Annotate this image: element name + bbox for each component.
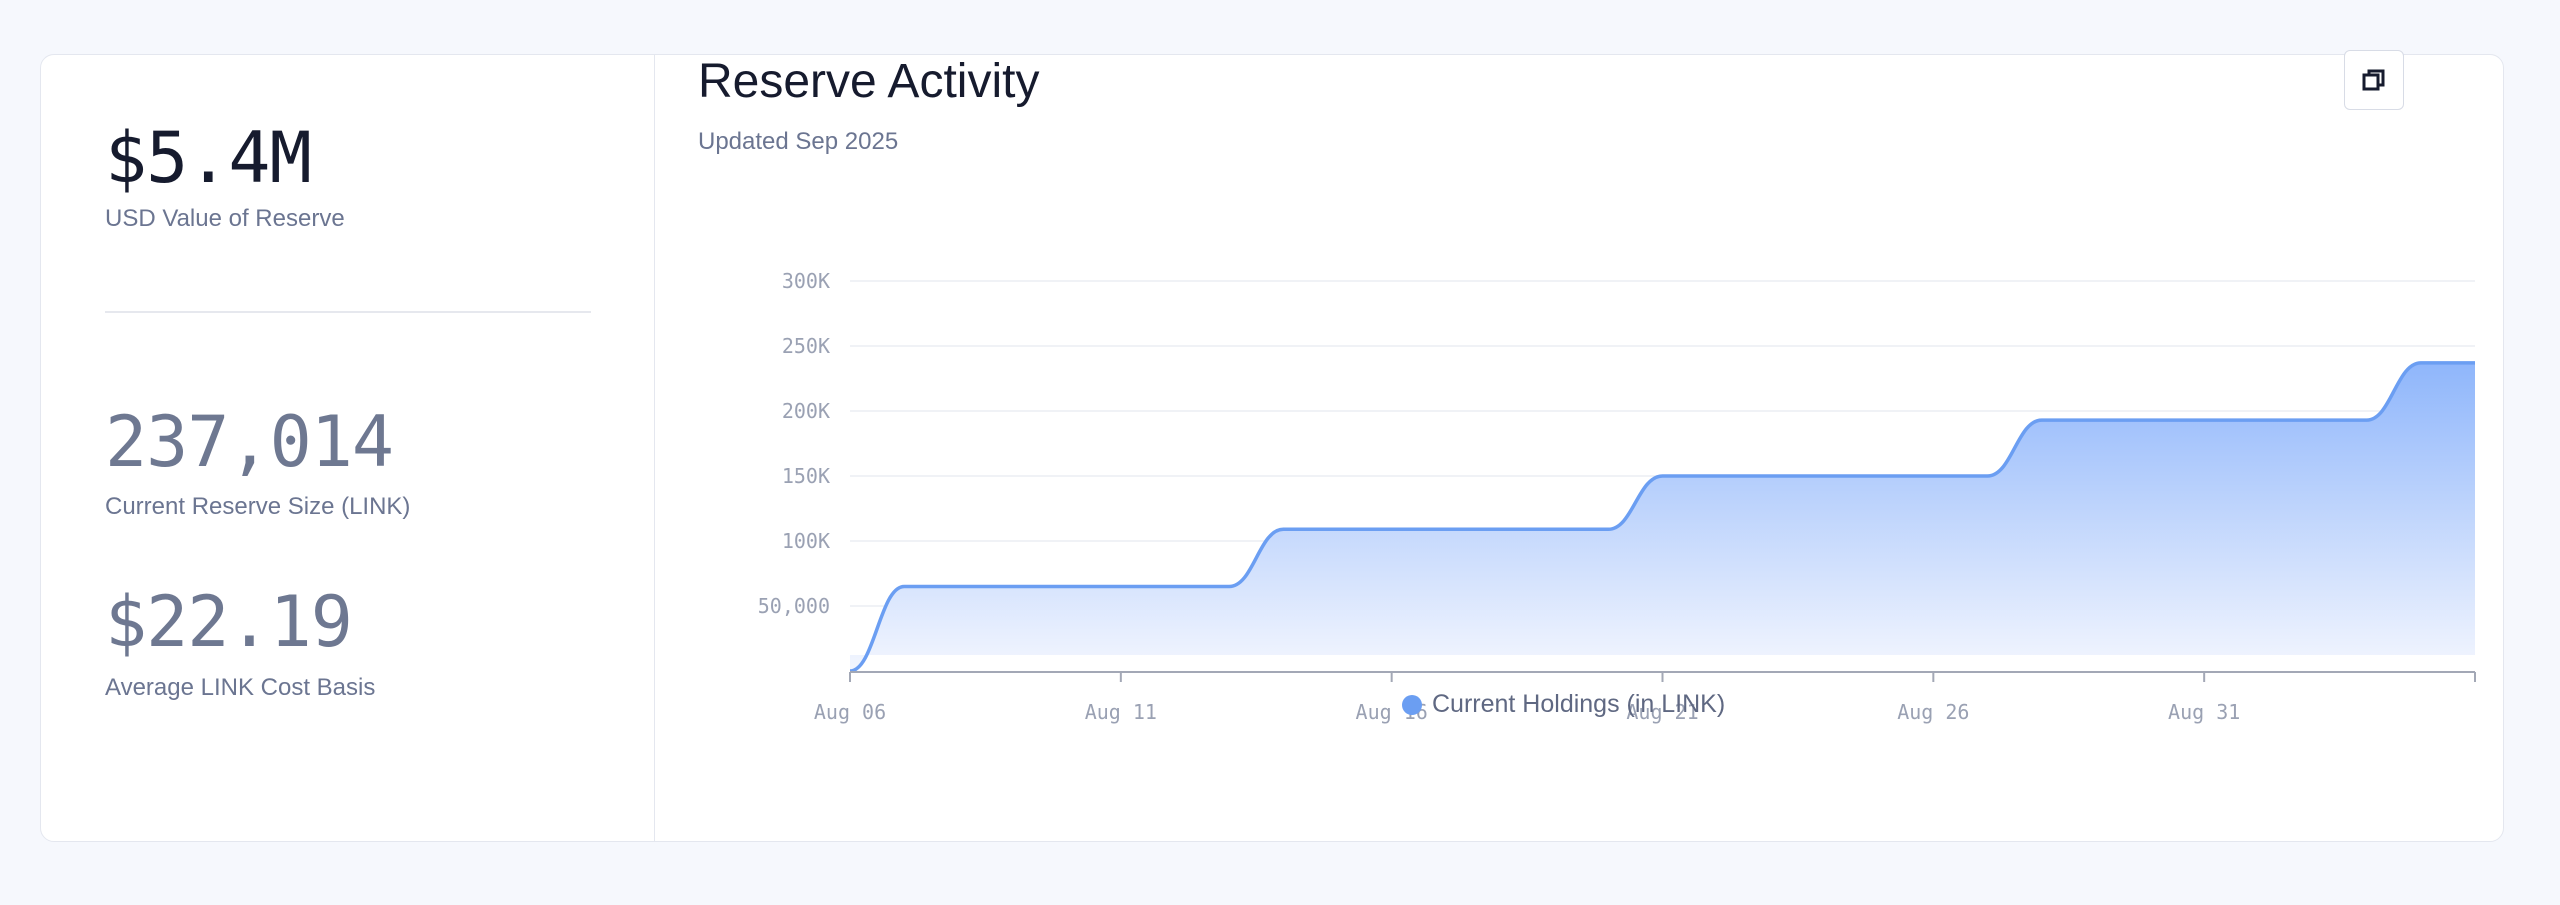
x-tick-label: Aug 06 <box>814 700 886 724</box>
y-tick-label: 250K <box>782 334 830 358</box>
stats-divider <box>105 311 591 313</box>
x-tick-label: Aug 21 <box>1626 700 1698 724</box>
y-tick-label: 300K <box>782 269 830 293</box>
holdings-area-fill <box>850 362 2475 671</box>
usd-value: $5.4M <box>105 117 312 199</box>
y-tick-label: 100K <box>782 529 830 553</box>
legend-label: Current Holdings (in LINK) <box>1432 690 1726 718</box>
x-tick-label: Aug 11 <box>1085 700 1157 724</box>
chart-legend: Current Holdings (in LINK) <box>1402 690 1725 719</box>
expand-icon <box>2362 69 2385 91</box>
usd-value-label: USD Value of Reserve <box>105 205 345 232</box>
x-tick-label: Aug 26 <box>1897 700 1969 724</box>
reserve-size-label: Current Reserve Size (LINK) <box>105 493 411 520</box>
holdings-series-line <box>849 361 2475 673</box>
legend-swatch <box>1402 694 1422 715</box>
cost-basis-value: $22.19 <box>105 581 353 663</box>
cost-basis-label: Average LINK Cost Basis <box>105 674 376 701</box>
x-tick-label: Aug 31 <box>2168 700 2240 724</box>
y-tick-label: 150K <box>782 464 830 488</box>
stats-panel: $5.4M USD Value of Reserve 237,014 Curre… <box>41 55 655 841</box>
y-tick-label: 50,000 <box>758 594 830 618</box>
reserve-size-value: 237,014 <box>105 401 394 483</box>
chart-subtitle: Updated Sep 2025 <box>698 128 899 155</box>
expand-button[interactable] <box>2344 50 2404 110</box>
y-tick-label: 200K <box>782 399 830 423</box>
chart-title: Reserve Activity <box>698 55 1040 108</box>
